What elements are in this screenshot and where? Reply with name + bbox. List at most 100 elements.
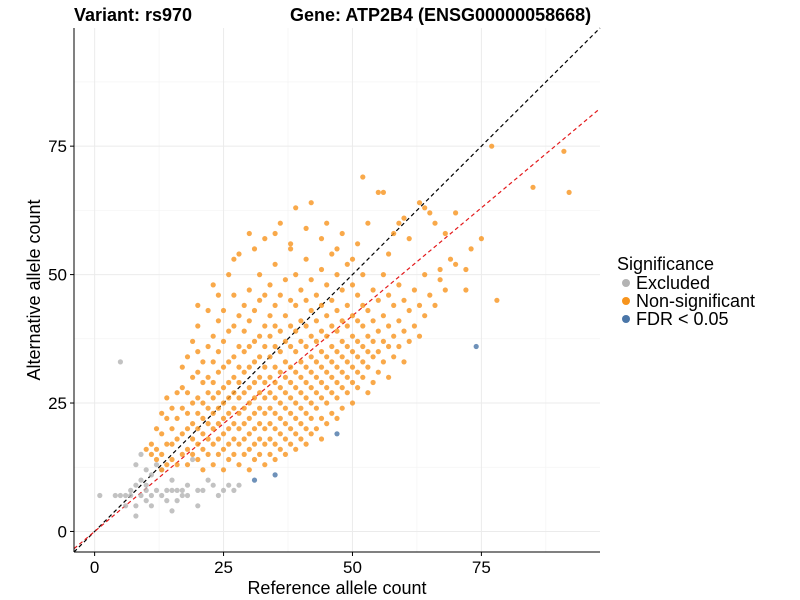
point-non-significant	[195, 323, 201, 329]
point-non-significant	[236, 364, 242, 370]
point-non-significant	[298, 374, 304, 380]
point-non-significant	[432, 302, 438, 308]
point-non-significant	[236, 462, 242, 468]
point-non-significant	[195, 426, 201, 432]
point-excluded	[169, 508, 175, 514]
point-non-significant	[277, 292, 283, 298]
point-non-significant	[365, 349, 371, 355]
point-non-significant	[251, 338, 258, 344]
point-non-significant	[220, 385, 227, 391]
point-non-significant	[215, 369, 221, 375]
point-non-significant	[179, 405, 185, 411]
point-non-significant	[293, 272, 299, 278]
point-excluded	[179, 487, 185, 493]
point-non-significant	[298, 421, 304, 427]
point-non-significant	[324, 313, 330, 319]
point-non-significant	[220, 400, 227, 406]
point-non-significant	[313, 359, 319, 365]
y-tick-label: 25	[48, 394, 67, 413]
point-non-significant	[169, 405, 175, 411]
point-non-significant	[190, 436, 196, 442]
point-non-significant	[339, 405, 345, 411]
point-non-significant	[231, 451, 237, 457]
point-non-significant	[200, 359, 206, 365]
point-non-significant	[288, 426, 294, 432]
point-non-significant	[349, 333, 356, 339]
point-non-significant	[231, 436, 237, 442]
point-excluded	[164, 498, 170, 504]
point-non-significant	[427, 292, 433, 298]
point-non-significant	[329, 251, 335, 257]
point-non-significant	[396, 318, 402, 324]
point-non-significant	[344, 343, 350, 350]
point-non-significant	[205, 405, 211, 411]
point-non-significant	[375, 189, 381, 195]
point-non-significant	[303, 379, 309, 386]
point-excluded	[159, 492, 165, 499]
point-non-significant	[215, 390, 221, 396]
point-non-significant	[298, 359, 304, 365]
point-non-significant	[246, 343, 252, 350]
point-excluded	[174, 498, 180, 504]
point-non-significant	[262, 441, 268, 447]
point-non-significant	[215, 318, 221, 324]
point-non-significant	[184, 462, 191, 468]
point-non-significant	[236, 410, 242, 416]
point-non-significant	[241, 390, 247, 396]
point-non-significant	[298, 405, 304, 411]
point-non-significant	[277, 385, 283, 391]
point-non-significant	[318, 436, 325, 442]
point-non-significant	[453, 210, 459, 216]
point-excluded	[143, 482, 149, 488]
point-non-significant	[169, 426, 175, 432]
point-excluded	[123, 503, 129, 509]
point-non-significant	[293, 400, 299, 406]
point-excluded	[133, 462, 139, 468]
point-non-significant	[169, 441, 175, 447]
point-non-significant	[246, 287, 252, 293]
point-non-significant	[489, 143, 495, 149]
point-non-significant	[406, 236, 412, 242]
point-non-significant	[298, 390, 304, 396]
point-non-significant	[293, 328, 299, 334]
point-non-significant	[226, 426, 232, 432]
point-non-significant	[241, 328, 247, 334]
point-non-significant	[282, 313, 288, 319]
point-non-significant	[241, 436, 247, 442]
point-non-significant	[184, 390, 191, 396]
point-non-significant	[318, 236, 325, 242]
point-non-significant	[318, 266, 325, 273]
point-non-significant	[442, 230, 448, 237]
point-non-significant	[360, 272, 366, 278]
point-non-significant	[380, 359, 386, 365]
point-non-significant	[200, 467, 206, 473]
point-non-significant	[257, 374, 263, 380]
point-non-significant	[334, 395, 340, 401]
point-non-significant	[231, 256, 237, 262]
point-non-significant	[210, 379, 216, 386]
point-non-significant	[210, 426, 216, 432]
point-non-significant	[231, 405, 237, 411]
point-non-significant	[344, 374, 350, 380]
point-non-significant	[215, 451, 221, 457]
point-non-significant	[391, 354, 397, 360]
point-non-significant	[215, 436, 221, 442]
point-non-significant	[339, 338, 345, 344]
point-non-significant	[303, 297, 309, 303]
point-non-significant	[437, 266, 443, 273]
point-non-significant	[303, 256, 309, 262]
point-non-significant	[236, 395, 242, 401]
point-non-significant	[215, 405, 221, 411]
point-non-significant	[226, 272, 232, 278]
point-non-significant	[318, 379, 325, 386]
point-non-significant	[210, 395, 216, 401]
point-non-significant	[164, 462, 170, 468]
point-non-significant	[308, 400, 314, 406]
point-non-significant	[195, 369, 201, 375]
point-non-significant	[334, 415, 340, 421]
y-tick-label: 75	[48, 137, 67, 156]
point-non-significant	[416, 333, 423, 339]
point-non-significant	[370, 287, 376, 293]
point-non-significant	[205, 421, 211, 427]
point-fdr-0-05	[251, 477, 258, 483]
